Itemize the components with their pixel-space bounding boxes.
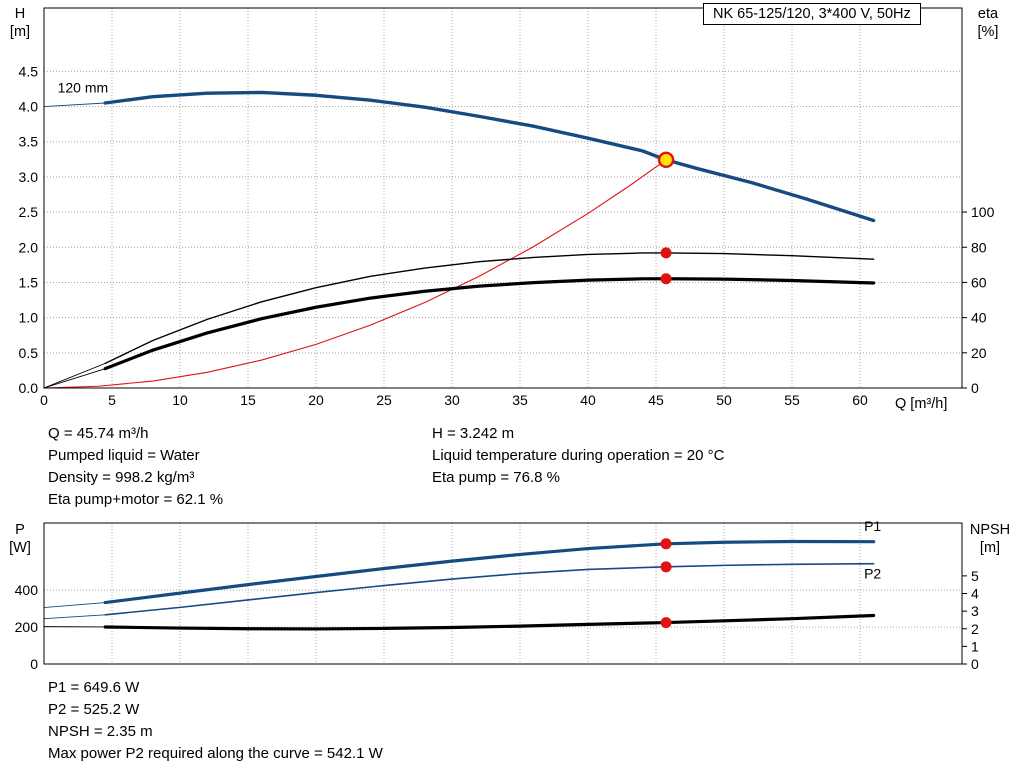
npsh-axis-header: NPSH [m]	[962, 521, 1018, 557]
marker-duty-point	[657, 151, 675, 169]
y-right-tick-label: 5	[971, 568, 979, 584]
marker-p2-point	[660, 561, 672, 573]
x-tick-label: 30	[444, 392, 460, 408]
eta-axis-name: eta	[977, 6, 999, 22]
y-left-tick-label: 0	[30, 656, 38, 672]
max-power-line: Max power P2 required along the curve = …	[48, 745, 383, 762]
marker-npsh-point	[660, 617, 672, 629]
liquid-temperature-line: Liquid temperature during operation = 20…	[432, 447, 725, 464]
eta-pump-motor-line: Eta pump+motor = 62.1 %	[48, 491, 224, 508]
h-axis-header: H [m]	[2, 5, 38, 41]
pump-model-title: NK 65-125/120, 3*400 V, 50Hz	[703, 3, 921, 25]
h-axis-unit: [m]	[9, 24, 31, 40]
y-right-tick-label: 40	[971, 310, 987, 326]
series-eta-pump-motor-curve	[103, 277, 876, 371]
marker-p1-point	[660, 538, 672, 550]
series-eta-pump-leader	[43, 362, 106, 389]
y-left-tick-label: 3.5	[19, 134, 39, 150]
series-head-curve-120mm	[103, 90, 876, 223]
series-eta-pump-motor-leader	[43, 368, 106, 389]
y-left-tick-label: 1.0	[19, 310, 39, 326]
p-axis-name: P	[15, 522, 25, 538]
p2-value-line: P2 = 525.2 W	[48, 701, 140, 718]
series-p1-leader	[43, 602, 106, 609]
p1-value-line: P1 = 649.6 W	[48, 679, 140, 696]
y-right-tick-label: 0	[971, 380, 979, 396]
q-value-line: Q = 45.74 m³/h	[48, 425, 149, 442]
y-right-tick-label: 80	[971, 239, 987, 255]
marker-eta-pump-motor-point	[660, 273, 672, 285]
density-line: Density = 998.2 kg/m³	[48, 469, 195, 486]
x-tick-label: 40	[580, 392, 596, 408]
h-axis-name: H	[14, 6, 26, 22]
y-left-tick-label: 3.0	[19, 169, 39, 185]
qh-eta-chart: 0.0 0.5 1.0 1.5 2.0 2.5 3.0 3.5 4.0 4.5 0 20 40 60 80 1…	[19, 7, 995, 408]
npsh-value-line: NPSH = 2.35 m	[48, 723, 153, 740]
y-right-tick-label: 0	[971, 656, 979, 672]
y-left-tick-label: 4.0	[19, 99, 39, 115]
x-tick-label: 45	[648, 392, 664, 408]
y-right-tick-label: 2	[971, 621, 979, 637]
y-right-tick-label: 20	[971, 345, 987, 361]
power-info: P1 = 649.6 W P2 = 525.2 W NPSH = 2.35 m …	[48, 677, 383, 765]
x-tick-label: 35	[512, 392, 528, 408]
y-left-tick-label: 1.5	[19, 274, 39, 290]
y-left-tick-label: 200	[15, 619, 39, 635]
annotation-p2-series-label: P2	[864, 566, 881, 582]
series-p2-curve	[104, 562, 875, 616]
series-head-leader	[43, 102, 106, 107]
plot-border	[43, 7, 963, 389]
power-npsh-chart: 0 200 400 0 12 34 5 P1 P2	[15, 518, 979, 672]
annotation-p1-series-label: P1	[864, 518, 881, 534]
q-axis-unit-label: Q [m³/h]	[895, 396, 948, 412]
pumped-liquid-line: Pumped liquid = Water	[48, 447, 200, 464]
eta-axis-unit: [%]	[977, 24, 999, 40]
y-right-tick-label: 4	[971, 586, 979, 602]
y-left-tick-label: 2.5	[19, 204, 39, 220]
series-p2-leader	[43, 614, 106, 620]
y-right-tick-label: 1	[971, 638, 979, 654]
y-right-tick-label: 100	[971, 204, 995, 220]
h-value-line: H = 3.242 m	[432, 425, 515, 442]
x-tick-label: 0	[40, 392, 48, 408]
marker-eta-pump-point	[660, 247, 672, 259]
x-tick-label: 20	[308, 392, 324, 408]
series-npsh-curve	[103, 613, 876, 631]
p-axis-unit: [W]	[9, 540, 31, 556]
npsh-axis-unit: [m]	[979, 540, 1001, 556]
npsh-axis-name: NPSH	[969, 522, 1011, 538]
x-tick-label: 15	[240, 392, 256, 408]
y-left-tick-label: 4.5	[19, 63, 39, 79]
x-tick-label: 60	[852, 392, 868, 408]
eta-pump-line: Eta pump = 76.8 %	[432, 469, 560, 486]
x-tick-label: 10	[172, 392, 188, 408]
y-right-tick-label: 3	[971, 603, 979, 619]
p-axis-header: P [W]	[2, 521, 38, 557]
series-eta-pump-curve	[104, 252, 875, 365]
y-left-tick-label: 400	[15, 582, 39, 598]
y-left-tick-label: 0.0	[19, 380, 39, 396]
annotation-impeller-size-label: 120 mm	[58, 79, 109, 95]
duty-info-right: H = 3.242 m Liquid temperature during op…	[432, 423, 724, 489]
x-tick-label: 55	[784, 392, 800, 408]
duty-info-left: Q = 45.74 m³/h Pumped liquid = Water Den…	[48, 423, 223, 511]
series-p1-curve	[103, 539, 876, 605]
y-left-tick-label: 2.0	[19, 239, 39, 255]
y-right-tick-label: 60	[971, 274, 987, 290]
x-tick-label: 50	[716, 392, 732, 408]
x-tick-label: 25	[376, 392, 392, 408]
x-tick-label: 5	[108, 392, 116, 408]
y-left-tick-label: 0.5	[19, 345, 39, 361]
series-system-curve	[43, 159, 667, 389]
eta-axis-header: eta [%]	[966, 5, 1010, 41]
